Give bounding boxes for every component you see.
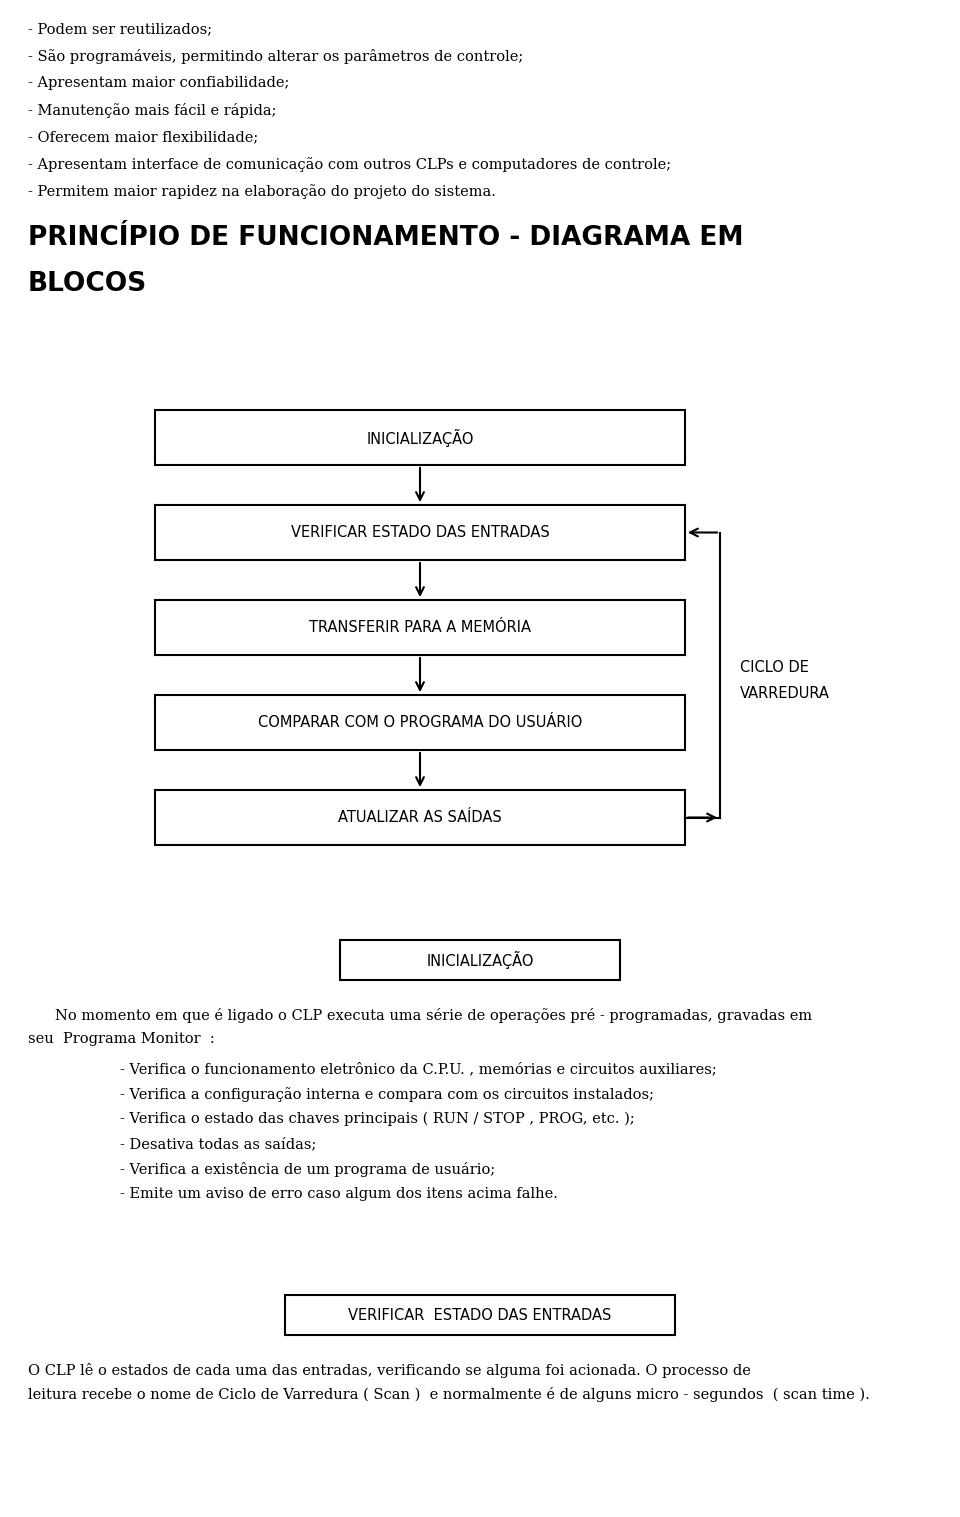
- Text: INICIALIZAÇÃO: INICIALIZAÇÃO: [367, 428, 473, 446]
- Text: - Apresentam maior confiabilidade;: - Apresentam maior confiabilidade;: [28, 76, 289, 90]
- Text: VARREDURA: VARREDURA: [740, 686, 829, 701]
- Bar: [155, 505, 685, 560]
- Text: - Verifica a existência de um programa de usuário;: - Verifica a existência de um programa d…: [120, 1162, 495, 1177]
- Text: O CLP lê o estados de cada uma das entradas, verificando se alguma foi acionada.: O CLP lê o estados de cada uma das entra…: [28, 1362, 751, 1377]
- Text: - Verifica o funcionamento eletrônico da C.P.U. , memórias e circuitos auxiliare: - Verifica o funcionamento eletrônico da…: [120, 1062, 717, 1076]
- Text: - São programáveis, permitindo alterar os parâmetros de controle;: - São programáveis, permitindo alterar o…: [28, 49, 523, 64]
- Bar: [285, 1296, 675, 1335]
- Text: INICIALIZAÇÃO: INICIALIZAÇÃO: [426, 951, 534, 969]
- Text: seu  Programa Monitor  :: seu Programa Monitor :: [28, 1032, 215, 1047]
- Text: ATUALIZAR AS SAÍDAS: ATUALIZAR AS SAÍDAS: [338, 810, 502, 825]
- Text: - Oferecem maior flexibilidade;: - Oferecem maior flexibilidade;: [28, 130, 258, 144]
- Text: - Emite um aviso de erro caso algum dos itens acima falhe.: - Emite um aviso de erro caso algum dos …: [120, 1186, 558, 1201]
- Bar: [155, 790, 685, 845]
- Text: - Apresentam interface de comunicação com outros CLPs e computadores de controle: - Apresentam interface de comunicação co…: [28, 156, 671, 171]
- Text: - Desativa todas as saídas;: - Desativa todas as saídas;: [120, 1138, 317, 1151]
- Text: No momento em que é ligado o CLP executa uma série de operações pré - programada: No momento em que é ligado o CLP executa…: [55, 1007, 812, 1022]
- Text: - Verifica a configuração interna e compara com os circuitos instalados;: - Verifica a configuração interna e comp…: [120, 1088, 654, 1101]
- Bar: [155, 601, 685, 655]
- Text: - Verifica o estado das chaves principais ( RUN / STOP , PROG, etc. );: - Verifica o estado das chaves principai…: [120, 1112, 635, 1127]
- Text: PRINCÍPIO DE FUNCIONAMENTO - DIAGRAMA EM: PRINCÍPIO DE FUNCIONAMENTO - DIAGRAMA EM: [28, 225, 743, 250]
- Bar: [155, 695, 685, 749]
- Text: CICLO DE: CICLO DE: [740, 660, 809, 675]
- Text: COMPARAR COM O PROGRAMA DO USUÁRIO: COMPARAR COM O PROGRAMA DO USUÁRIO: [258, 715, 582, 730]
- Bar: [155, 410, 685, 466]
- Text: VERIFICAR  ESTADO DAS ENTRADAS: VERIFICAR ESTADO DAS ENTRADAS: [348, 1308, 612, 1323]
- Text: TRANSFERIR PARA A MEMÓRIA: TRANSFERIR PARA A MEMÓRIA: [309, 620, 531, 636]
- Text: - Manutenção mais fácil e rápida;: - Manutenção mais fácil e rápida;: [28, 103, 276, 118]
- Text: - Permitem maior rapidez na elaboração do projeto do sistema.: - Permitem maior rapidez na elaboração d…: [28, 184, 496, 199]
- Text: BLOCOS: BLOCOS: [28, 272, 147, 297]
- Text: - Podem ser reutilizados;: - Podem ser reutilizados;: [28, 23, 212, 36]
- Bar: [340, 941, 620, 980]
- Text: VERIFICAR ESTADO DAS ENTRADAS: VERIFICAR ESTADO DAS ENTRADAS: [291, 525, 549, 540]
- Text: leitura recebe o nome de Ciclo de Varredura ( Scan )  e normalmente é de alguns : leitura recebe o nome de Ciclo de Varred…: [28, 1387, 870, 1402]
